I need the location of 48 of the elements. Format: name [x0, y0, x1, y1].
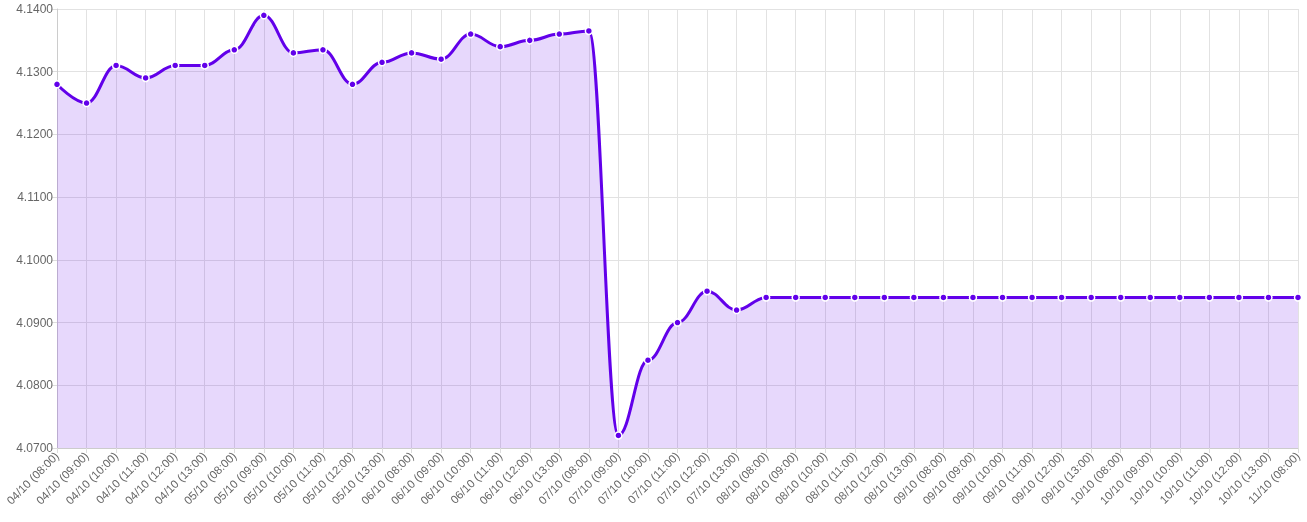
point — [111, 61, 121, 70]
y-tick-label: 4.1300 — [16, 64, 54, 79]
point — [1146, 293, 1155, 302]
y-tick-label: 4.1200 — [16, 127, 54, 142]
point — [436, 54, 446, 64]
point — [998, 293, 1007, 302]
point — [1086, 293, 1096, 302]
point — [1027, 293, 1037, 302]
y-tick-label: 4.0700 — [16, 441, 54, 455]
point — [939, 293, 948, 302]
point — [348, 80, 357, 89]
point — [1264, 293, 1273, 302]
y-tick-label: 4.1400 — [16, 2, 54, 16]
point — [259, 11, 269, 20]
point — [821, 293, 830, 302]
point — [1205, 293, 1214, 302]
point — [614, 431, 623, 440]
point — [968, 293, 978, 302]
point — [1057, 293, 1066, 302]
point — [555, 29, 564, 39]
y-tick-label: 4.1100 — [17, 190, 54, 205]
point — [525, 36, 535, 45]
point — [1116, 293, 1125, 302]
point — [407, 48, 416, 58]
point — [761, 293, 771, 302]
point — [466, 29, 475, 39]
point — [909, 293, 919, 302]
y-tick-label: 4.0800 — [16, 378, 54, 393]
point — [702, 286, 712, 296]
y-tick-label: 4.0900 — [16, 315, 54, 330]
point — [880, 293, 889, 302]
point — [318, 45, 328, 55]
y-tick-label: 4.1000 — [16, 252, 54, 267]
point — [1175, 293, 1185, 302]
point — [495, 42, 505, 51]
point — [673, 318, 682, 327]
point — [141, 73, 150, 83]
point — [643, 355, 653, 365]
point — [200, 61, 209, 70]
point — [791, 293, 800, 302]
point — [230, 45, 239, 55]
point — [82, 98, 91, 108]
point — [289, 48, 298, 58]
point — [377, 58, 387, 67]
point — [732, 305, 741, 315]
point — [170, 61, 180, 70]
point — [850, 293, 860, 302]
point — [1234, 293, 1244, 302]
